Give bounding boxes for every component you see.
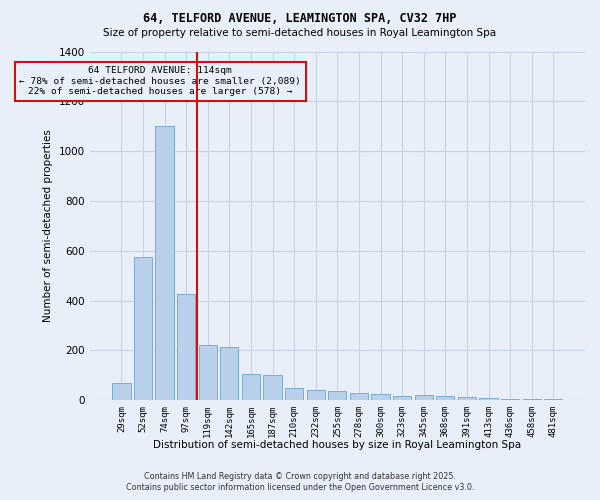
Bar <box>523 399 541 400</box>
Bar <box>220 346 238 400</box>
Bar <box>328 392 346 400</box>
Bar <box>155 126 174 400</box>
Bar <box>177 294 196 400</box>
X-axis label: Distribution of semi-detached houses by size in Royal Leamington Spa: Distribution of semi-detached houses by … <box>153 440 521 450</box>
Bar <box>371 394 389 400</box>
Bar <box>307 390 325 400</box>
Text: 64, TELFORD AVENUE, LEAMINGTON SPA, CV32 7HP: 64, TELFORD AVENUE, LEAMINGTON SPA, CV32… <box>143 12 457 26</box>
Bar <box>415 395 433 400</box>
Bar <box>501 399 519 400</box>
Bar <box>112 382 131 400</box>
Bar <box>393 396 411 400</box>
Bar <box>134 257 152 400</box>
Bar <box>263 375 281 400</box>
Bar <box>285 388 303 400</box>
Y-axis label: Number of semi-detached properties: Number of semi-detached properties <box>43 130 53 322</box>
Bar <box>458 397 476 400</box>
Bar <box>436 396 454 400</box>
Bar <box>544 399 562 400</box>
Bar <box>479 398 497 400</box>
Bar <box>242 374 260 400</box>
Bar <box>350 392 368 400</box>
Text: 64 TELFORD AVENUE: 114sqm
← 78% of semi-detached houses are smaller (2,089)
22% : 64 TELFORD AVENUE: 114sqm ← 78% of semi-… <box>19 66 301 96</box>
Bar <box>199 346 217 400</box>
Text: Contains HM Land Registry data © Crown copyright and database right 2025.
Contai: Contains HM Land Registry data © Crown c… <box>126 472 474 492</box>
Text: Size of property relative to semi-detached houses in Royal Leamington Spa: Size of property relative to semi-detach… <box>103 28 497 38</box>
